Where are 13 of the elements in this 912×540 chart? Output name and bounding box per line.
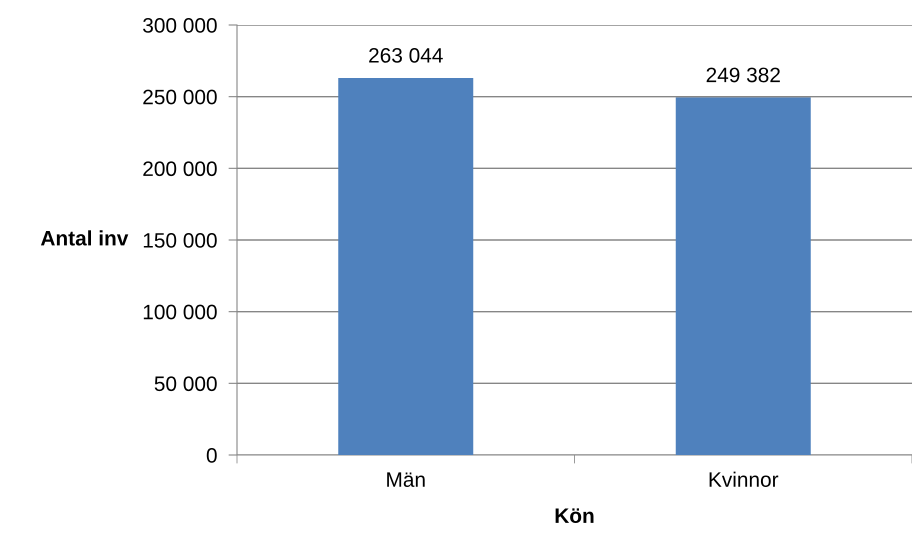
x-axis-title: Kön <box>556 508 594 524</box>
y-tick-label: 0 <box>206 448 217 463</box>
data-label: 249 382 <box>706 68 780 82</box>
y-axis-title: Antal inv <box>40 230 128 246</box>
y-tick-label: 250 000 <box>143 90 217 104</box>
x-tick-label: Män <box>387 472 425 487</box>
y-tick-label: 100 000 <box>144 304 217 320</box>
y-tick-label: 200 000 <box>143 161 217 176</box>
y-tick-label: 50 000 <box>154 376 217 392</box>
x-tick-label: Kvinnor <box>710 472 778 487</box>
y-tick-label: 150 000 <box>144 233 217 248</box>
y-tick-label: 300 000 <box>143 18 217 33</box>
data-label: 263 044 <box>369 48 443 63</box>
